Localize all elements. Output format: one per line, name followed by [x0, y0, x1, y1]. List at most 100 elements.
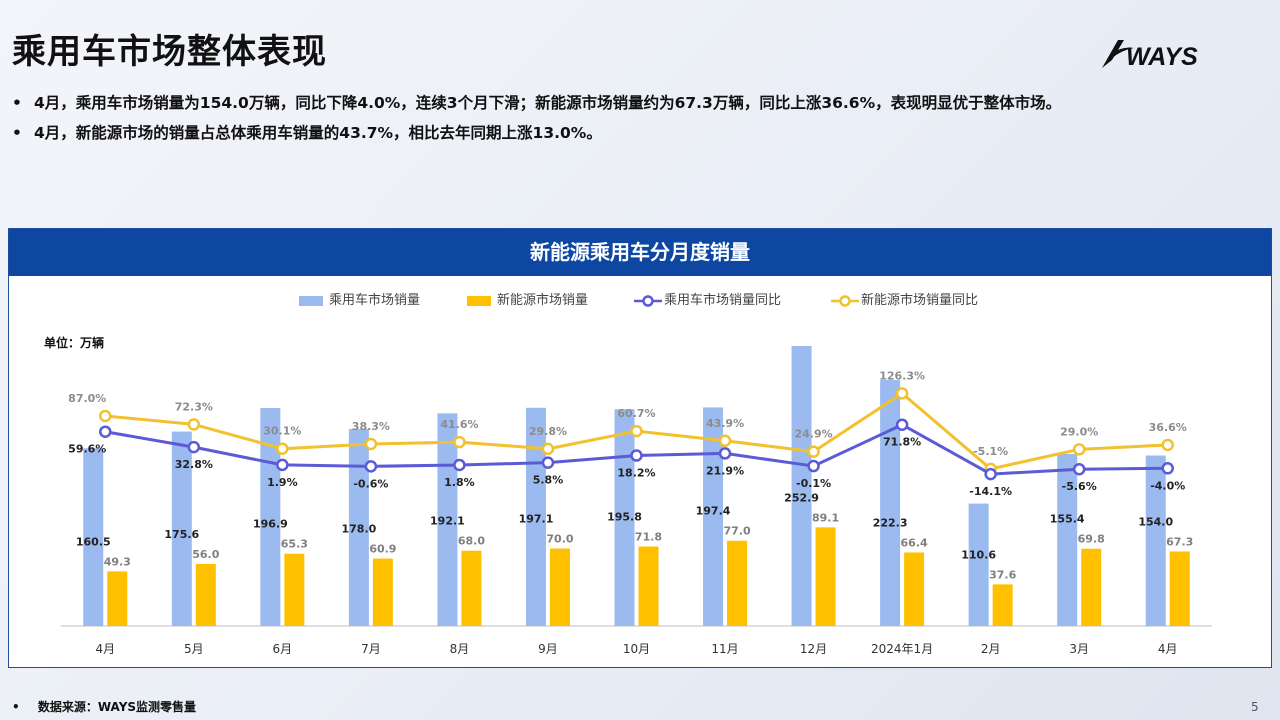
data-label-nev-yoy: 41.6%: [440, 418, 478, 431]
chart-plot: 160.5 49.3 4月 175.6 56.0 5月 196.9 65.3 6月 178.0 60…: [61, 346, 1212, 656]
data-label-nev-sales: 70.0: [546, 532, 573, 545]
data-label-nev-sales: 69.8: [1078, 533, 1105, 546]
data-label-nev-sales: 89.1: [812, 511, 839, 524]
bar-total-sales: [171, 431, 192, 626]
data-label-total-yoy: 21.9%: [706, 464, 744, 477]
data-label-total-sales: 197.1: [519, 512, 554, 525]
bar-total-sales: [348, 428, 369, 626]
data-label-total-sales: 222.3: [873, 516, 908, 529]
x-tick-label: 4月: [1158, 642, 1178, 656]
data-label-nev-yoy: 30.1%: [263, 425, 301, 438]
bar-nev-sales: [195, 563, 216, 626]
data-label-nev-yoy: -5.1%: [973, 445, 1008, 458]
bar-nev-sales: [461, 550, 482, 626]
bar-total-sales: [1145, 455, 1166, 626]
x-tick-label: 10月: [623, 642, 650, 656]
data-label-total-yoy: 18.2%: [617, 467, 655, 480]
legend-label: 新能源市场销量: [497, 293, 589, 308]
data-label-nev-yoy: 87.0%: [68, 392, 106, 405]
data-label-total-yoy: 1.9%: [267, 476, 298, 489]
bar-nev-sales: [284, 553, 305, 626]
data-label-nev-sales: 68.0: [458, 535, 485, 548]
point-nev-yoy: [99, 409, 112, 423]
data-label-total-yoy: -0.1%: [796, 477, 831, 490]
chart-panel: 新能源乘用车分月度销量 乘用车市场销量 新能源市场销量 乘用车市场销量同比 新能…: [8, 228, 1272, 668]
x-tick-label: 3月: [1069, 642, 1089, 656]
bar-total-sales: [83, 448, 104, 626]
point-nev-yoy: [364, 437, 378, 451]
data-label-nev-yoy: 29.0%: [1060, 425, 1098, 438]
data-label-nev-sales: 71.8: [635, 531, 662, 544]
bullet-dot-icon: •: [12, 124, 22, 142]
point-total-yoy: [276, 458, 289, 472]
point-nev-yoy: [453, 435, 466, 449]
point-total-yoy: [453, 458, 466, 472]
data-label-nev-yoy: 24.9%: [794, 428, 832, 441]
x-tick-label: 9月: [538, 642, 558, 656]
data-label-total-yoy: -14.1%: [969, 485, 1012, 498]
data-label-total-sales: 197.4: [696, 505, 731, 518]
data-label-total-sales: 110.6: [961, 548, 996, 561]
x-tick-label: 6月: [273, 642, 293, 656]
point-nev-yoy: [276, 442, 289, 455]
data-label-total-sales: 178.0: [341, 523, 376, 536]
data-label-nev-yoy: 29.8%: [529, 425, 567, 438]
legend-line-swatch-icon: [831, 295, 859, 307]
point-nev-yoy: [1072, 443, 1086, 456]
data-label-total-yoy: 32.8%: [175, 458, 213, 471]
bullet-dot-icon: •: [12, 700, 20, 714]
data-label-total-sales: 160.5: [76, 535, 111, 548]
point-total-yoy: [895, 418, 909, 431]
data-label-total-sales: 154.0: [1138, 515, 1173, 528]
bullet-text: 4月，乘用车市场销量为154.0万辆，同比下降4.0%，连续3个月下滑；新能源市…: [34, 94, 1062, 112]
data-label-nev-sales: 65.3: [281, 538, 308, 551]
data-label-total-sales: 195.8: [607, 511, 642, 524]
legend-label: 乘用车市场销量同比: [664, 293, 782, 308]
summary-bullet: • 4月，新能源市场的销量占总体乘用车销量的43.7%，相比去年同期上涨13.0…: [12, 118, 1272, 148]
data-label-total-sales: 196.9: [253, 518, 288, 531]
page-number: 5: [1251, 700, 1259, 714]
bar-total-sales: [703, 407, 724, 626]
point-nev-yoy: [807, 445, 820, 458]
x-tick-label: 8月: [450, 642, 470, 656]
point-nev-yoy: [541, 442, 555, 456]
legend-label: 乘用车市场销量: [329, 293, 421, 308]
bar-nev-sales: [372, 558, 393, 626]
x-tick-label: 2024年1月: [871, 642, 933, 656]
bar-nev-sales: [727, 540, 748, 626]
point-total-yoy: [807, 459, 820, 473]
point-total-yoy: [541, 456, 555, 469]
summary-bullets: • 4月，乘用车市场销量为154.0万辆，同比下降4.0%，连续3个月下滑；新能…: [12, 88, 1272, 148]
bar-nev-sales: [549, 548, 570, 626]
chart-legend: 乘用车市场销量 新能源市场销量 乘用车市场销量同比 新能源市场销量同比: [9, 291, 1271, 311]
bar-nev-sales: [638, 546, 659, 626]
bar-total-sales: [614, 409, 635, 626]
bar-nev-sales: [992, 584, 1013, 626]
data-label-nev-sales: 66.4: [901, 536, 928, 549]
unit-label: 单位：万辆: [44, 336, 105, 350]
data-label-total-yoy: -0.6%: [353, 477, 388, 490]
data-label-nev-yoy: 60.7%: [617, 407, 655, 420]
bar-nev-sales: [815, 527, 836, 626]
data-label-nev-sales: 77.0: [723, 525, 750, 538]
chart-title: 新能源乘用车分月度销量: [9, 229, 1271, 276]
data-label-total-yoy: 59.6%: [68, 443, 106, 456]
bar-total-sales: [1057, 453, 1078, 626]
logo-text: WAYS: [1126, 43, 1198, 71]
data-label-nev-yoy: 43.9%: [706, 417, 744, 430]
point-total-yoy: [630, 449, 643, 462]
point-total-yoy: [99, 425, 112, 438]
data-label-nev-sales: 49.3: [104, 555, 131, 568]
x-tick-label: 2月: [981, 642, 1001, 656]
point-total-yoy: [187, 440, 201, 454]
point-nev-yoy: [630, 424, 643, 438]
page-title: 乘用车市场整体表现: [12, 32, 327, 72]
point-nev-yoy: [1161, 438, 1174, 452]
data-label-nev-yoy: 36.6%: [1149, 421, 1187, 434]
x-tick-label: 4月: [95, 642, 115, 656]
data-label-total-yoy: -4.0%: [1150, 479, 1185, 492]
data-label-nev-yoy: 72.3%: [175, 400, 213, 413]
data-label-total-yoy: 1.8%: [444, 476, 475, 489]
bar-total-sales: [791, 346, 812, 626]
bar-total-sales: [880, 379, 901, 626]
